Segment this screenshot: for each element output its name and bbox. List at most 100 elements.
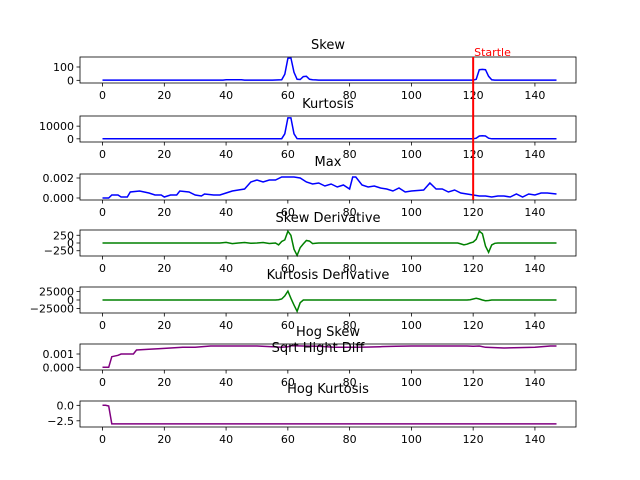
y-tick-label: 0.001 <box>43 348 75 361</box>
x-tick-label: 100 <box>401 148 422 161</box>
x-tick-label: 0 <box>99 148 106 161</box>
x-tick-label: 60 <box>281 148 295 161</box>
x-tick-label: 120 <box>463 319 484 332</box>
x-tick-label: 140 <box>524 262 545 275</box>
series-line-1 <box>102 57 557 81</box>
subplot-title: Hog Skew <box>296 325 360 340</box>
subplot-2: 010000020406080100120140Kurtosis <box>39 97 577 161</box>
y-tick-label: −250 <box>44 245 74 258</box>
x-tick-label: 60 <box>281 433 295 446</box>
x-tick-label: 0 <box>99 262 106 275</box>
x-tick-label: 100 <box>401 376 422 389</box>
x-tick-label: 100 <box>401 262 422 275</box>
x-tick-label: 140 <box>524 148 545 161</box>
x-tick-label: 80 <box>343 262 357 275</box>
series-line-5 <box>102 289 557 314</box>
x-tick-label: 40 <box>219 89 233 102</box>
x-tick-label: 40 <box>219 376 233 389</box>
x-tick-label: 120 <box>463 376 484 389</box>
x-tick-label: 60 <box>281 376 295 389</box>
x-tick-label: 80 <box>343 433 357 446</box>
y-tick-label: 0 <box>67 74 74 87</box>
startle-label: Startle <box>474 46 511 59</box>
y-tick-label: 0.000 <box>43 192 75 205</box>
x-tick-label: 120 <box>463 262 484 275</box>
x-tick-label: 80 <box>343 89 357 102</box>
axes-frame <box>79 115 577 143</box>
x-tick-label: 20 <box>157 89 171 102</box>
y-tick-label: 100 <box>53 61 74 74</box>
axes-frame <box>79 56 577 84</box>
y-tick-label: 0.000 <box>43 361 75 374</box>
subplot-title: Kurtosis Derivative <box>267 268 390 283</box>
x-tick-label: 80 <box>343 319 357 332</box>
x-tick-label: 0 <box>99 433 106 446</box>
x-tick-label: 0 <box>99 376 106 389</box>
x-tick-label: 60 <box>281 262 295 275</box>
x-tick-label: 140 <box>524 89 545 102</box>
x-tick-label: 100 <box>401 433 422 446</box>
x-tick-label: 140 <box>524 319 545 332</box>
x-tick-label: 60 <box>281 319 295 332</box>
subplot-7: −2.5 0.0 0 20 40 60 80 100 120 140 Hog Kurtosis <box>47 382 577 446</box>
x-tick-label: 140 <box>524 206 545 219</box>
x-tick-label: 20 <box>157 433 171 446</box>
x-tick-label: 100 <box>401 319 422 332</box>
x-tick-label: 80 <box>343 206 357 219</box>
subplot-3: 0.000 0.002 0 20 40 60 80 100 120 140 Max <box>43 155 577 219</box>
series-line-7 <box>102 404 557 425</box>
series-line-2 <box>102 117 557 140</box>
x-tick-label: 80 <box>343 148 357 161</box>
y-tick-label: 25000 <box>39 285 74 298</box>
subplot-title: Skew <box>311 38 345 53</box>
subplot-title: Max <box>315 155 342 170</box>
axes-frame <box>79 400 577 428</box>
axes-frame <box>79 343 577 371</box>
axes-frame <box>79 173 577 201</box>
x-tick-label: 100 <box>401 89 422 102</box>
y-tick-label: 0.002 <box>43 172 75 185</box>
overlapped-subtitle: Sqrt Hight Diff <box>272 341 366 356</box>
series-line-3 <box>102 176 557 199</box>
x-tick-label: 20 <box>157 319 171 332</box>
series-line-4 <box>102 229 557 258</box>
subplot-title: Kurtosis <box>302 97 354 112</box>
startle-annotation: Startle <box>472 46 511 200</box>
x-tick-label: 0 <box>99 206 106 219</box>
y-tick-label: −25000 <box>30 303 74 316</box>
y-tick-label: 0.0 <box>57 399 75 412</box>
x-tick-label: 20 <box>157 206 171 219</box>
x-tick-label: 120 <box>463 433 484 446</box>
y-tick-label: −2.5 <box>47 415 74 428</box>
subplot-6: 0.0000.001 0 20 40 60 80 100 120 140 Hog Skew <box>43 325 577 389</box>
x-tick-label: 60 <box>281 206 295 219</box>
x-tick-label: 0 <box>99 319 106 332</box>
y-tick-label: 0 <box>67 294 74 307</box>
x-tick-label: 140 <box>524 376 545 389</box>
x-tick-label: 0 <box>99 89 106 102</box>
x-tick-label: 100 <box>401 206 422 219</box>
subplot-title: Skew Derivative <box>275 211 380 226</box>
subplot-1: 0100020406080100120140Skew <box>53 38 577 102</box>
x-tick-label: 20 <box>157 262 171 275</box>
x-tick-label: 40 <box>219 319 233 332</box>
x-tick-label: 20 <box>157 376 171 389</box>
x-tick-label: 40 <box>219 433 233 446</box>
y-tick-label: 0 <box>67 237 74 250</box>
subplots: 0100020406080100120140Skew01000002040608… <box>30 38 577 446</box>
subplot-title: Hog Kurtosis <box>287 382 369 397</box>
x-tick-label: 20 <box>157 148 171 161</box>
y-tick-label: 250 <box>53 229 74 242</box>
y-tick-label: 10000 <box>39 120 74 133</box>
x-tick-label: 140 <box>524 433 545 446</box>
y-tick-label: 0 <box>67 133 74 146</box>
x-tick-label: 40 <box>219 148 233 161</box>
x-tick-label: 40 <box>219 262 233 275</box>
x-tick-label: 60 <box>281 89 295 102</box>
x-tick-label: 80 <box>343 376 357 389</box>
series-line-6 <box>102 344 557 369</box>
